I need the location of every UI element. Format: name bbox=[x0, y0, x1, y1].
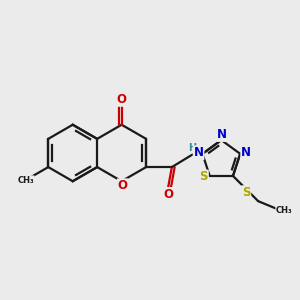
Text: N: N bbox=[217, 128, 227, 141]
Text: N: N bbox=[241, 146, 251, 159]
Text: S: S bbox=[200, 170, 208, 183]
Text: O: O bbox=[118, 179, 128, 192]
Text: O: O bbox=[163, 188, 173, 201]
Text: CH₃: CH₃ bbox=[276, 206, 292, 215]
Text: H: H bbox=[189, 143, 197, 153]
Text: CH₃: CH₃ bbox=[17, 176, 34, 185]
Text: O: O bbox=[117, 93, 127, 106]
Text: S: S bbox=[242, 186, 250, 199]
Text: N: N bbox=[194, 146, 204, 159]
